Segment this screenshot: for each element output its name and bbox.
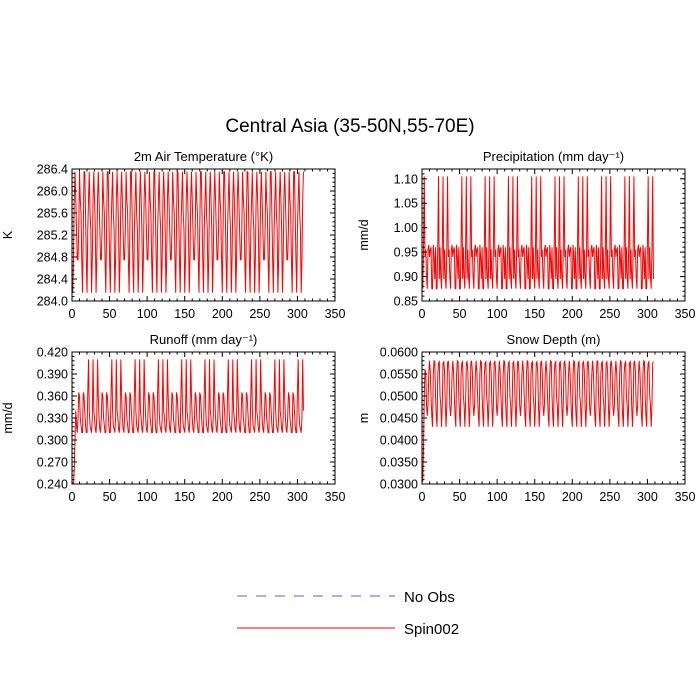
y-tick-label: 286.4 <box>37 163 68 177</box>
panel-title: Precipitation (mm day⁻¹) <box>483 149 624 164</box>
chart-panel-4: Snow Depth (m) 0 50 100 150 200 250 300 350 0.030… <box>357 332 695 504</box>
panel-title: 2m Air Temperature (°K) <box>134 149 273 164</box>
x-tick-label: 300 <box>637 307 658 321</box>
x-tick-label: 100 <box>487 490 508 504</box>
chart-panel-2: Precipitation (mm day⁻¹) 0 50 100 150 200 250 3… <box>357 149 695 321</box>
x-tick-label: 100 <box>137 490 158 504</box>
y-tick-label: 0.420 <box>37 346 68 360</box>
x-tick-label: 100 <box>487 307 508 321</box>
y-tick-label: 0.0350 <box>380 456 418 470</box>
y-tick-label: 1.00 <box>394 221 418 235</box>
y-tick-label: 285.6 <box>37 207 68 221</box>
x-tick-label: 250 <box>249 490 270 504</box>
x-tick-label: 300 <box>287 307 308 321</box>
x-tick-label: 250 <box>249 307 270 321</box>
y-tick-label: 285.2 <box>37 229 68 243</box>
y-axis-label: m <box>357 413 371 423</box>
y-tick-label: 0.300 <box>37 434 68 448</box>
y-tick-label: 0.330 <box>37 412 68 426</box>
y-tick-label: 1.10 <box>394 172 418 186</box>
y-tick-label: 286.0 <box>37 185 68 199</box>
y-tick-label: 284.4 <box>37 273 68 287</box>
x-tick-label: 300 <box>637 490 658 504</box>
legend-label-spin002: Spin002 <box>404 621 459 638</box>
y-tick-label: 0.0500 <box>380 390 418 404</box>
series-line-spin002 <box>422 359 654 482</box>
y-tick-label: 0.270 <box>37 456 68 470</box>
y-tick-label: 284.0 <box>37 295 68 309</box>
series-line-spin002 <box>72 359 304 484</box>
x-tick-label: 350 <box>325 307 346 321</box>
panel-title: Runoff (mm day⁻¹) <box>150 332 258 347</box>
x-tick-label: 150 <box>174 307 195 321</box>
panel-title: Snow Depth (m) <box>507 332 601 347</box>
x-tick-label: 200 <box>212 490 233 504</box>
y-tick-label: 0.0600 <box>380 346 418 360</box>
x-tick-label: 200 <box>562 490 583 504</box>
y-tick-label: 0.390 <box>37 368 68 382</box>
x-tick-label: 0 <box>69 307 76 321</box>
x-tick-label: 150 <box>524 307 545 321</box>
plot-frame <box>421 168 686 302</box>
y-axis-label: mm/d <box>357 219 371 250</box>
legend: No Obs Spin002 <box>237 589 459 638</box>
y-tick-label: 0.95 <box>394 246 418 260</box>
x-tick-label: 150 <box>524 490 545 504</box>
y-tick-label: 0.0400 <box>380 434 418 448</box>
y-tick-label: 0.0300 <box>380 478 418 492</box>
series-line-spin002 <box>422 176 654 290</box>
x-tick-label: 200 <box>562 307 583 321</box>
x-tick-label: 250 <box>599 307 620 321</box>
series-line-spin002 <box>72 171 304 293</box>
x-tick-label: 200 <box>212 307 233 321</box>
x-tick-label: 350 <box>675 490 696 504</box>
x-tick-label: 0 <box>419 307 426 321</box>
panels-group: 2m Air Temperature (°K) 0 50 100 150 200 250 30… <box>1 149 695 504</box>
y-tick-label: 0.0550 <box>380 368 418 382</box>
y-tick-label: 1.05 <box>394 197 418 211</box>
chart-panel-1: 2m Air Temperature (°K) 0 50 100 150 200 250 30… <box>1 149 345 321</box>
y-tick-label: 0.0450 <box>380 412 418 426</box>
y-tick-label: 0.85 <box>394 295 418 309</box>
y-tick-label: 0.240 <box>37 478 68 492</box>
chart-panel-3: Runoff (mm day⁻¹) 0 50 100 150 200 250 300 350 0.… <box>1 332 345 504</box>
y-axis-label: K <box>1 230 15 239</box>
x-tick-label: 0 <box>419 490 426 504</box>
x-tick-label: 250 <box>599 490 620 504</box>
x-tick-label: 50 <box>103 490 117 504</box>
x-tick-label: 50 <box>453 307 467 321</box>
y-tick-label: 284.8 <box>37 251 68 265</box>
x-tick-label: 350 <box>325 490 346 504</box>
x-tick-label: 50 <box>103 307 117 321</box>
x-tick-label: 150 <box>174 490 195 504</box>
x-tick-label: 350 <box>675 307 696 321</box>
x-tick-label: 50 <box>453 490 467 504</box>
y-axis-label: mm/d <box>1 402 15 433</box>
legend-label-no-obs: No Obs <box>404 589 455 606</box>
x-tick-label: 0 <box>69 490 76 504</box>
x-tick-label: 100 <box>137 307 158 321</box>
x-tick-label: 300 <box>287 490 308 504</box>
y-tick-label: 0.360 <box>37 390 68 404</box>
figure-title: Central Asia (35-50N,55-70E) <box>225 116 474 137</box>
y-tick-label: 0.90 <box>394 270 418 284</box>
